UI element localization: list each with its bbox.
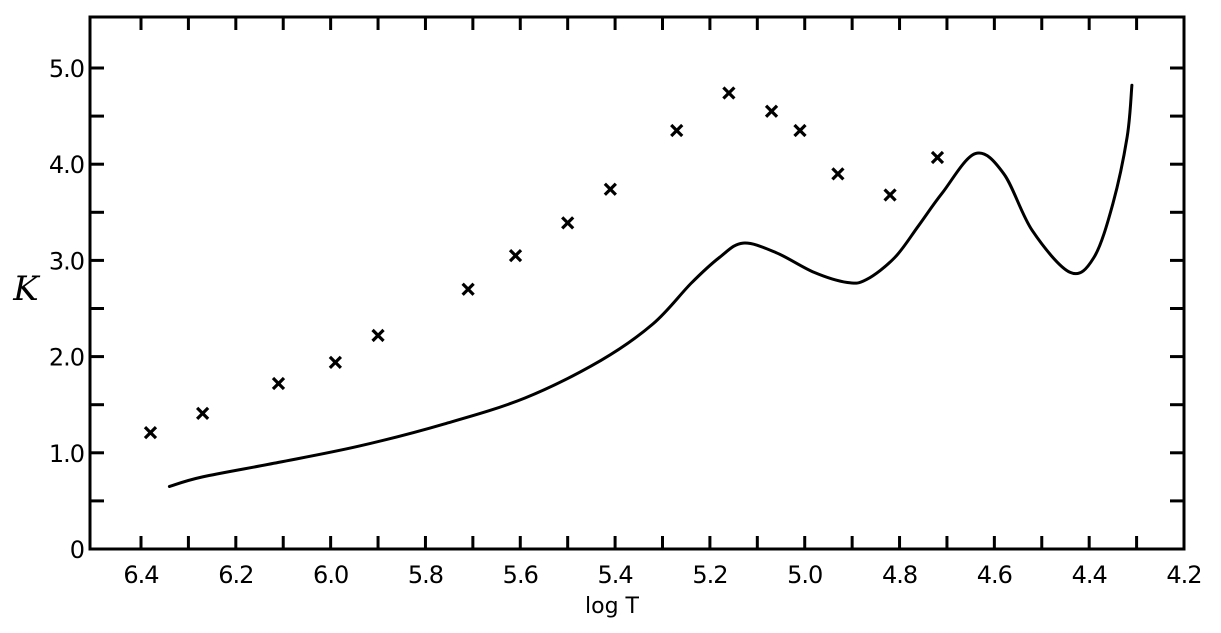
x-marker-stroke: [371, 328, 385, 343]
model-curve-path: [167, 83, 1134, 488]
x-marker: [561, 216, 575, 230]
x-marker-stroke: [603, 182, 617, 196]
y-tick-label: 3.0: [49, 247, 84, 275]
y-tick-label: 1.0: [49, 440, 84, 468]
x-marker: [143, 425, 158, 440]
x-marker: [930, 150, 945, 165]
x-marker: [328, 355, 343, 370]
y-tick-labels: 0 1.0 2.0 3.0 4.0 5.0: [49, 55, 85, 564]
x-marker-stroke: [831, 167, 845, 181]
x-marker: [764, 104, 779, 118]
x-marker-stroke: [670, 123, 684, 138]
y-axis-label: K: [12, 269, 41, 309]
measured-points: [143, 86, 945, 440]
x-marker-stroke: [793, 123, 807, 138]
x-marker: [722, 86, 736, 100]
model-curve: [167, 83, 1134, 488]
x-tick-label: 5.6: [503, 561, 538, 589]
y-tick-label: 5.0: [49, 55, 84, 83]
y-tick-label: 2.0: [49, 344, 84, 372]
x-marker: [508, 248, 523, 263]
x-marker: [670, 123, 684, 138]
x-tick-labels: 6.4 6.2 6.0 5.8 5.6 5.4 5.2 5.0 4.8 4.6 4.4 4.2: [123, 561, 1202, 589]
x-marker-stroke: [508, 248, 523, 263]
x-marker: [883, 188, 897, 202]
x-marker: [371, 328, 385, 343]
x-marker-stroke: [143, 425, 158, 440]
x-marker: [196, 406, 210, 420]
x-tick-label: 5.4: [598, 561, 633, 589]
plot-border: [88, 15, 1186, 551]
x-tick-label: 4.8: [882, 561, 917, 589]
y-tick-label: 0: [70, 536, 84, 564]
x-marker-stroke: [271, 376, 286, 391]
x-marker: [793, 123, 807, 138]
x-marker: [271, 376, 286, 391]
x-tick-label: 5.0: [787, 561, 822, 589]
x-marker-stroke: [328, 355, 343, 370]
x-tick-label: 6.0: [313, 561, 348, 589]
x-tick-label: 6.4: [123, 561, 158, 589]
x-tick-label: 5.2: [692, 561, 727, 589]
x-marker-stroke: [461, 282, 475, 296]
x-tick-label: 6.2: [218, 561, 253, 589]
x-tick-label: 5.8: [408, 561, 443, 589]
x-tick-label: 4.6: [977, 561, 1012, 589]
x-marker: [461, 282, 475, 296]
x-marker-stroke: [722, 86, 736, 100]
x-marker-stroke: [561, 216, 575, 230]
x-tick-label: 4.4: [1072, 561, 1107, 589]
y-tick-label: 4.0: [49, 151, 84, 179]
x-marker-stroke: [764, 104, 779, 118]
x-axis-label: log T: [585, 594, 640, 619]
x-marker-stroke: [883, 188, 897, 202]
x-axis-ticks: [139, 17, 1139, 549]
x-marker-stroke: [196, 406, 210, 420]
x-tick-label: 4.2: [1166, 561, 1201, 589]
x-marker-stroke: [930, 150, 945, 165]
y-axis-ticks: [90, 66, 1184, 503]
x-marker: [603, 182, 617, 196]
x-marker: [831, 167, 845, 181]
plot-frame: [88, 15, 1186, 551]
